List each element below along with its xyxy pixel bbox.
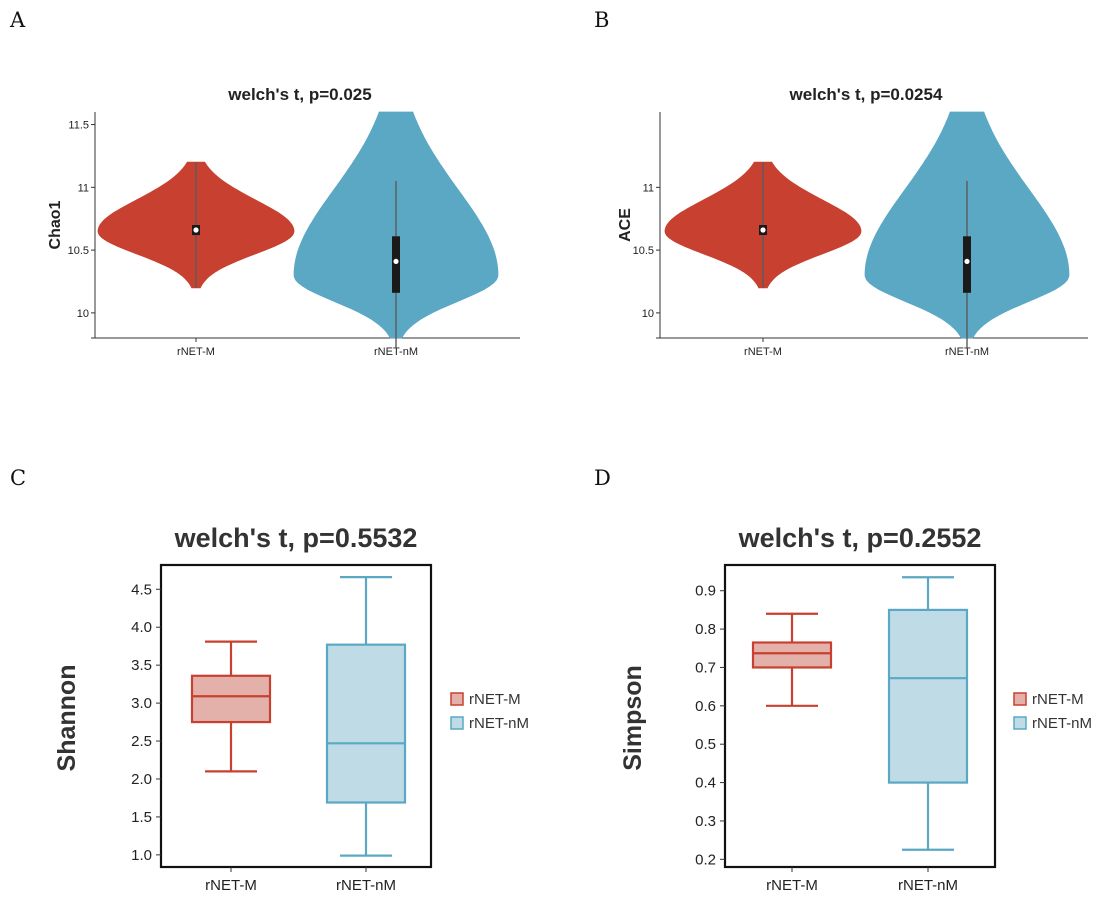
panel-d-legend-label-rnet-nm: rNET-nM [1032, 715, 1092, 732]
panel-b-title: welch's t, p=0.0254 [789, 85, 943, 104]
panel-c-y-tick-label: 2.5 [131, 733, 152, 750]
panel-letter-a: A [9, 8, 26, 32]
panel-b-plot-area: 10 10.5 11 rNET-M rNET-nM [633, 111, 1088, 358]
panel-b-x-tick-label-rnet-nm: rNET-nM [945, 346, 989, 358]
panel-d-legend-label-rnet-m: rNET-M [1032, 691, 1084, 708]
panel-a-median-dot-rnet-m [193, 227, 199, 233]
panel-c-box-rnet-m [190, 674, 272, 724]
panel-d-plot-frame [723, 563, 997, 869]
panel-c-legend-swatch-rnet-m [450, 692, 464, 706]
panel-d-title: welch's t, p=0.2552 [738, 523, 982, 553]
panel-a-median-dot-rnet-nm [393, 258, 399, 265]
panel-c-legend: rNET-M rNET-nM [450, 691, 529, 732]
panel-b-x-tick-label-rnet-m: rNET-M [744, 346, 782, 358]
panel-letter-d: D [594, 466, 611, 490]
panel-c-y-tick-label: 3.5 [131, 657, 152, 674]
panel-c-legend-label-rnet-nm: rNET-nM [469, 715, 529, 732]
panel-b-median-dot-rnet-nm [964, 258, 970, 265]
panel-d-x-tick-label-rnet-m: rNET-M [766, 877, 818, 894]
panel-a-y-tick-label: 11 [78, 182, 89, 194]
panel-d-box-rnet-m [751, 641, 833, 669]
panel-a-plot-area: 10 10.5 11 11.5 rNET-M rNET-nM [68, 111, 520, 358]
panel-b-iqr-box-rnet-nm [963, 236, 971, 293]
panel-d-y-axis-label: Simpson [619, 665, 647, 771]
panel-d-y-tick-label: 0.2 [695, 851, 716, 868]
panel-b-y-tick-label: 10 [642, 308, 654, 320]
panel-c-x-tick-label-rnet-nm: rNET-nM [336, 877, 396, 894]
panel-a-violin-chart: welch's t, p=0.025 Chao1 10 10.5 11 11.5 rNE… [47, 85, 520, 358]
panel-d-y-tick-label: 0.4 [695, 775, 716, 792]
panel-b-y-tick-label: 11 [643, 182, 654, 194]
panel-c-y-tick-label: 2.0 [131, 771, 152, 788]
panel-c-y-tick-label: 4.0 [131, 619, 152, 636]
panel-b-y-axis-label: ACE [617, 208, 634, 242]
panel-d-y-tick-label: 0.9 [695, 583, 716, 600]
panel-c-plot-frame [159, 563, 433, 869]
panel-c-box-rnet-nm [325, 643, 407, 804]
panel-c-legend-swatch-rnet-nm [450, 716, 464, 730]
panel-c-y-tick-label: 1.5 [131, 809, 152, 826]
panel-d-legend-swatch-rnet-m [1013, 692, 1027, 706]
panel-a-x-tick-label-rnet-m: rNET-M [177, 346, 215, 358]
panel-c-y-tick-label: 4.5 [131, 581, 152, 598]
panel-a-iqr-box-rnet-nm [392, 236, 400, 293]
panel-d-y-tick-label: 0.5 [695, 736, 716, 753]
panel-d-box-rnet-nm [887, 608, 969, 784]
panel-c-plot-area: 1.0 1.5 2.0 2.5 3.0 3.5 4.0 4.5 rNET-M rNET-nM [131, 563, 433, 894]
panel-c-title: welch's t, p=0.5532 [174, 523, 418, 553]
panel-a-x-tick-label-rnet-nm: rNET-nM [374, 346, 418, 358]
panel-a-y-tick-label: 10.5 [68, 245, 89, 257]
panel-b-y-tick-label: 10.5 [633, 245, 654, 257]
panel-b-violin-chart: welch's t, p=0.0254 ACE 10 10.5 11 rNET-M rN… [617, 85, 1088, 358]
panel-c-y-axis-label: Shannon [53, 665, 81, 772]
panel-d-y-tick-label: 0.8 [695, 621, 716, 638]
panel-a-title: welch's t, p=0.025 [227, 85, 371, 104]
panel-a-y-tick-label: 10 [77, 308, 89, 320]
panel-b-median-dot-rnet-m [760, 227, 766, 233]
panel-d-y-tick-label: 0.3 [695, 813, 716, 830]
panel-d-x-tick-label-rnet-nm: rNET-nM [898, 877, 958, 894]
panel-c-legend-label-rnet-m: rNET-M [469, 691, 521, 708]
panel-c-box-chart: welch's t, p=0.5532 Shannon 1.0 1.5 2.0 2.5… [53, 523, 529, 894]
panel-letter-c: C [10, 466, 26, 490]
panel-d-box-chart: welch's t, p=0.2552 Simpson 0.2 0.3 0.4 0.5… [619, 523, 1092, 894]
panel-a-y-tick-label: 11.5 [68, 120, 89, 132]
panel-c-x-tick-label-rnet-m: rNET-M [205, 877, 257, 894]
panel-d-plot-area: 0.2 0.3 0.4 0.5 0.6 0.7 0.8 0.9 rNET-M rNET-nM [695, 563, 997, 894]
panel-d-y-tick-label: 0.6 [695, 698, 716, 715]
panel-d-legend: rNET-M rNET-nM [1013, 691, 1092, 732]
panel-d-legend-swatch-rnet-nm [1013, 716, 1027, 730]
panel-a-y-axis-label: Chao1 [47, 200, 64, 249]
panel-letter-b: B [594, 8, 609, 32]
panel-d-y-tick-label: 0.7 [695, 659, 716, 676]
panel-c-y-tick-label: 1.0 [131, 847, 152, 864]
panel-c-y-tick-label: 3.0 [131, 695, 152, 712]
